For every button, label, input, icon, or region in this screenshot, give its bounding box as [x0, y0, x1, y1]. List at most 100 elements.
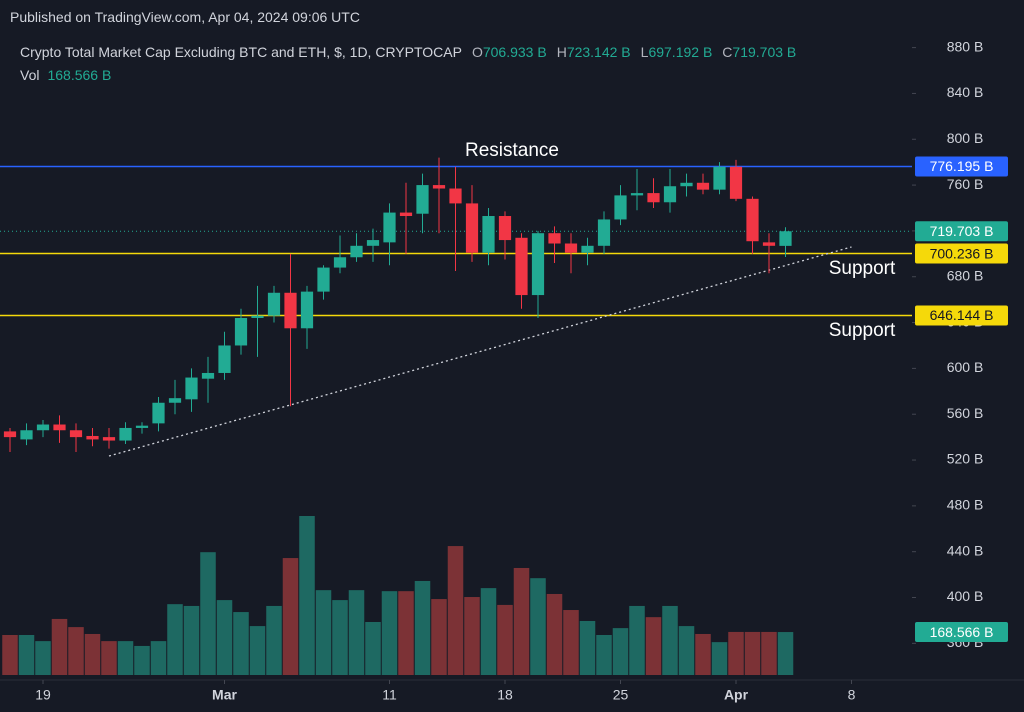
- candle-body: [482, 216, 495, 253]
- candle-body: [696, 182, 710, 190]
- x-tick-label: 25: [613, 687, 629, 703]
- x-tick-label: 18: [497, 687, 513, 703]
- volume-bar: [315, 590, 332, 675]
- candle-body: [713, 166, 726, 190]
- candle-body: [515, 237, 528, 296]
- volume-bar: [431, 599, 447, 675]
- publish-header: Published on TradingView.com, Apr 04, 20…: [10, 9, 360, 25]
- candle-body: [498, 216, 512, 241]
- volume-name: Vol: [20, 67, 40, 83]
- volume-bar: [200, 552, 216, 675]
- candle-body: [432, 185, 446, 189]
- volume-bar: [365, 622, 381, 675]
- volume-bar: [282, 558, 299, 675]
- candle-body: [597, 219, 611, 246]
- level-name: Resistance: [465, 140, 559, 161]
- volume-bar: [777, 632, 794, 675]
- volume-bar: [464, 597, 480, 675]
- volume-bar: [266, 605, 282, 675]
- candle-body: [20, 430, 33, 440]
- y-tick-label: 520 B: [947, 451, 984, 467]
- candle-body: [152, 402, 165, 424]
- volume-bar: [596, 634, 612, 675]
- candle-body: [630, 193, 644, 196]
- y-tick-label: 600 B: [947, 359, 984, 375]
- volume-bar: [51, 618, 68, 675]
- candle-body: [333, 257, 347, 268]
- candle-body: [746, 198, 759, 242]
- x-tick-label: Apr: [724, 687, 749, 703]
- volume-bar: [629, 605, 645, 675]
- candle-body: [53, 424, 66, 431]
- candle-body: [218, 345, 231, 373]
- volume-bar: [332, 600, 348, 675]
- trend-line: [108, 246, 852, 457]
- legend-key: H: [556, 44, 567, 60]
- y-tick-label: 840 B: [947, 84, 984, 100]
- volume-bar: [530, 578, 546, 675]
- volume-price-box: [915, 622, 1008, 643]
- legend-value: 697.192 B: [648, 44, 713, 60]
- candle-body: [185, 377, 198, 400]
- candle-body: [614, 195, 627, 220]
- volume-legend: Vol 168.566 B: [20, 67, 111, 83]
- candle-body: [135, 425, 149, 428]
- candle-body: [416, 185, 429, 214]
- candle-body: [399, 212, 413, 217]
- volume-bar: [84, 633, 101, 675]
- candle-body: [564, 243, 578, 253]
- candle-body: [267, 292, 281, 316]
- volume-bar: [398, 591, 414, 675]
- level-price-text: 646.144 B: [930, 307, 994, 323]
- level-price-box: [915, 156, 1008, 177]
- level-price-text: 700.236 B: [930, 245, 994, 261]
- candle-body: [531, 233, 545, 296]
- volume-bar: [117, 641, 134, 675]
- candle-body: [69, 430, 83, 438]
- volume-bar: [579, 620, 596, 675]
- candle-body: [465, 203, 479, 253]
- candle-body: [779, 231, 792, 246]
- candle-body: [729, 166, 743, 199]
- volume-bar: [216, 600, 233, 675]
- x-tick-label: Mar: [212, 687, 237, 703]
- level-name: Support: [829, 258, 896, 279]
- candle-body: [86, 435, 99, 440]
- level-price-box: [915, 305, 1008, 326]
- x-tick-label: 8: [848, 687, 856, 703]
- volume-bar: [68, 627, 84, 675]
- volume-bar: [167, 604, 183, 675]
- level-name: Support: [829, 320, 896, 341]
- last-price-box: [915, 221, 1008, 242]
- y-tick-label: 760 B: [947, 176, 984, 192]
- legend-value: 706.933 B: [482, 44, 547, 60]
- volume-bar: [744, 631, 761, 675]
- legend: Crypto Total Market Cap Excluding BTC an…: [20, 44, 913, 60]
- volume-bar: [662, 605, 678, 675]
- candle-body: [581, 245, 594, 253]
- volume-value: 168.566 B: [47, 67, 112, 83]
- volume-bar: [728, 631, 744, 675]
- candle-body: [119, 427, 132, 441]
- candle-body: [234, 317, 248, 346]
- volume-bar: [101, 641, 117, 675]
- candle-body: [317, 267, 330, 292]
- volume-bar: [249, 626, 266, 675]
- volume-bar: [183, 605, 200, 675]
- volume-bar: [645, 617, 662, 675]
- legend-key: O: [471, 44, 483, 60]
- volume-bar: [480, 588, 497, 675]
- y-tick-label: 480 B: [947, 497, 984, 513]
- legend-key: C: [722, 44, 733, 60]
- volume-bar: [612, 628, 629, 675]
- x-tick-label: 19: [35, 687, 51, 703]
- x-tick-label: 11: [382, 687, 397, 703]
- candle-body: [680, 182, 693, 187]
- level-price-box: [915, 243, 1008, 264]
- candle-body: [168, 398, 182, 403]
- volume-price-text: 168.566 B: [930, 624, 994, 640]
- volume-bar: [150, 641, 167, 675]
- candle-body: [251, 315, 264, 318]
- candle-body: [350, 245, 363, 258]
